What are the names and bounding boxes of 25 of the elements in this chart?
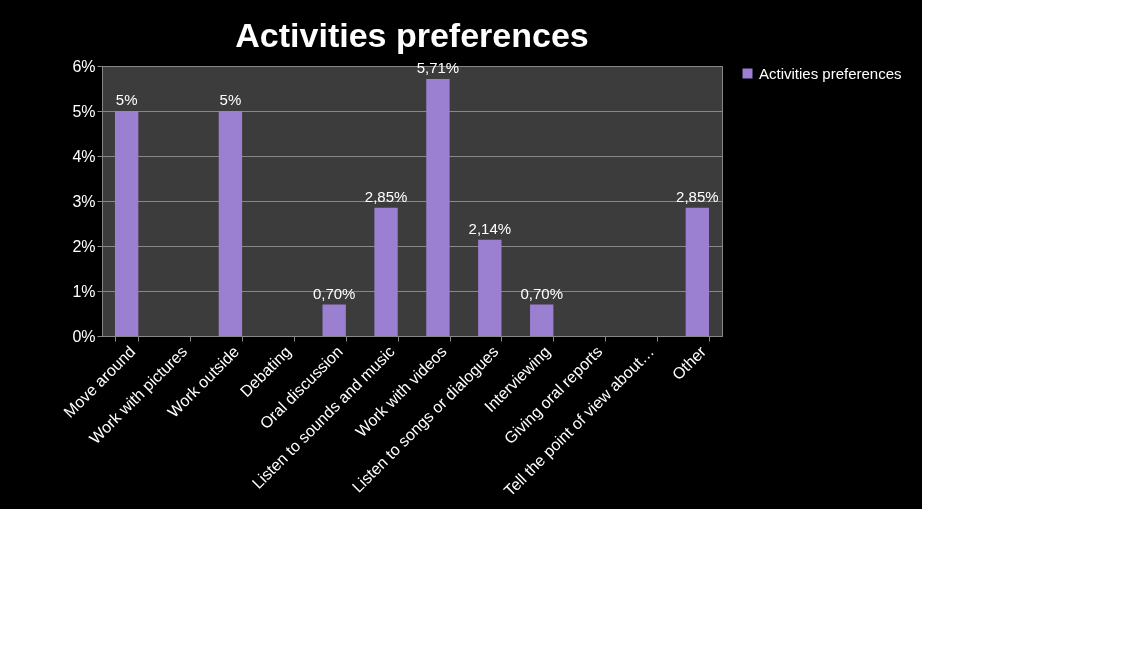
bar — [478, 239, 502, 336]
data-label: 2,85% — [364, 187, 408, 205]
data-label: 5,71% — [416, 59, 460, 77]
bar — [685, 207, 710, 336]
bar — [426, 79, 450, 336]
y-tick-label: 6% — [72, 57, 96, 75]
chart-title: Activities preferences — [235, 16, 589, 54]
y-tick-label: 0% — [72, 327, 96, 345]
bar — [114, 111, 139, 336]
y-tick-label: 4% — [72, 147, 96, 165]
legend-label: Activities preferences — [759, 64, 902, 82]
bar — [530, 304, 554, 336]
bar — [374, 207, 398, 336]
data-label: 2,14% — [468, 219, 512, 237]
bar — [218, 111, 243, 336]
data-label: 0,70% — [312, 284, 356, 302]
bar — [322, 304, 346, 336]
y-tick-label: 1% — [72, 282, 96, 300]
y-tick-label: 3% — [72, 192, 96, 210]
y-tick-label: 5% — [72, 102, 96, 120]
data-label: 2,85% — [676, 187, 719, 205]
y-tick-label: 2% — [72, 237, 96, 255]
data-label: 5% — [219, 91, 242, 108]
data-label: 0,70% — [520, 284, 563, 302]
data-label: 5% — [115, 91, 138, 108]
